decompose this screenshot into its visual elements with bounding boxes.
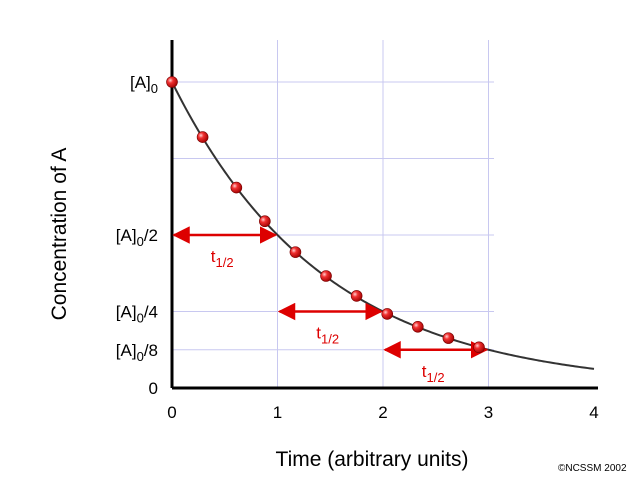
copyright-text: ©NCSSM 2002 (558, 463, 627, 474)
y-tick-label: 0 (149, 379, 158, 398)
y-tick-label: [A]0/2 (116, 226, 158, 249)
data-points (166, 76, 485, 354)
data-point (196, 131, 209, 143)
half-life-arrows: t1/2 t1/2 t1/2 (172, 226, 489, 385)
x-tick-label: 1 (273, 403, 282, 422)
data-point (381, 308, 394, 320)
data-point (289, 246, 302, 258)
data-point (442, 332, 455, 344)
half-life-label: t1/2 (211, 247, 234, 270)
data-point (350, 290, 363, 302)
x-tick-label: 3 (484, 403, 493, 422)
half-life-label: t1/2 (422, 362, 445, 385)
x-axis-title: Time (arbitrary units) (276, 448, 469, 471)
labels: [A]0 [A]0/2 [A]0/4 [A]0/8 00 1 2 3 4 Time (arbitr… (48, 73, 599, 471)
data-point (166, 76, 178, 88)
y-tick-label: [A]0/4 (116, 303, 158, 326)
data-point (259, 215, 271, 228)
x-tick-label: 0 (167, 403, 176, 422)
half-life-label: t1/2 (316, 324, 339, 347)
y-axis-title: Concentration of A (48, 148, 71, 321)
y-tick-label: [A]0 (130, 73, 158, 96)
data-point (412, 320, 424, 333)
x-tick-label: 4 (589, 403, 598, 422)
axes (170, 40, 598, 390)
data-point (230, 181, 243, 194)
x-tick-label: 2 (378, 403, 387, 422)
y-tick-label: [A]0/8 (116, 341, 158, 364)
data-point (473, 341, 485, 354)
data-point (320, 270, 332, 282)
